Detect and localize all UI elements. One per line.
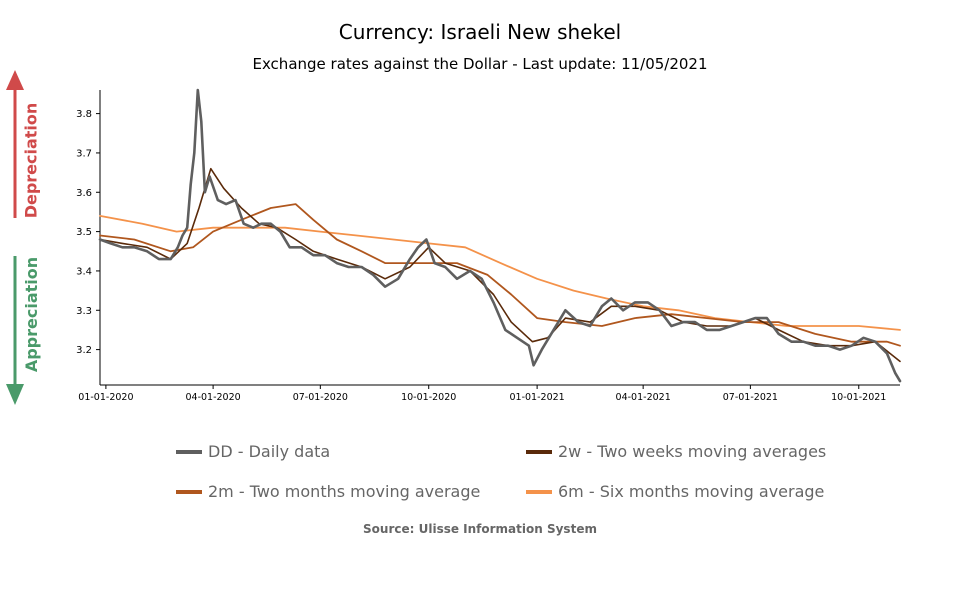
y-tick-label-2: 3.4 [76,266,92,277]
series-line-3 [99,215,901,331]
series-line-1 [99,167,901,363]
legend-item-6m: 6m - Six months moving average [526,482,824,501]
x-tick-label-5: 04-01-2021 [616,392,671,403]
series-line-2 [99,203,901,347]
x-tick-label-6: 07-01-2021 [723,392,778,403]
x-tick-label-0: 01-01-2020 [78,392,133,403]
y-tick-label-4: 3.6 [76,188,92,199]
x-tick-label-4: 01-01-2021 [510,392,565,403]
legend-swatch-6m [526,489,552,494]
x-tick-label-2: 07-01-2020 [293,392,348,403]
x-tick-label-7: 10-01-2021 [831,392,886,403]
series-line-0 [98,88,902,383]
y-tick-label-1: 3.3 [76,306,92,317]
legend-label-2w: 2w - Two weeks moving averages [558,442,827,461]
legend-item-2w: 2w - Two weeks moving averages [526,442,826,461]
depreciation-label: Depreciation [21,102,41,218]
depreciation-arrow-head [6,70,24,90]
legend-item-2m: 2m - Two months moving average [176,482,480,501]
legend-item-daily: DD - Daily data [176,442,330,461]
y-tick-label-0: 3.2 [76,345,92,356]
chart-title: Currency: Israeli New shekel [338,20,622,44]
legend-label-daily: DD - Daily data [208,442,331,461]
chart-subtitle: Exchange rates against the Dollar - Last… [252,55,708,73]
x-tick-label-1: 04-01-2020 [185,392,240,403]
y-tick-label-6: 3.8 [76,109,92,120]
y-tick-label-3: 3.5 [76,227,92,238]
legend-swatch-daily [176,449,202,454]
legend-swatch-2m [176,489,202,494]
source-note: Source: Ulisse Information System [363,522,597,536]
legend-label-6m: 6m - Six months moving average [558,482,825,501]
appreciation-label: Appreciation [21,256,41,372]
x-tick-label-3: 10-01-2020 [401,392,456,403]
legend-label-2m: 2m - Two months moving average [208,482,481,501]
legend-swatch-2w [526,449,552,454]
y-tick-label-5: 3.7 [76,148,92,159]
appreciation-arrow-head [6,384,24,405]
